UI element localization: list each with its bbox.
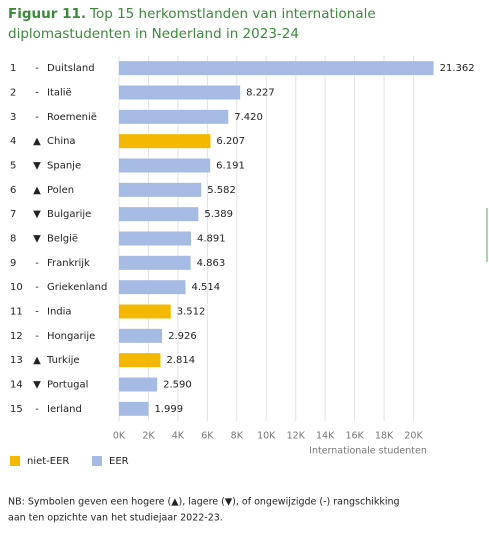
value-label: 3.512: [177, 307, 206, 318]
title-line: diplomastudenten in Nederland in 2023-24: [8, 26, 299, 42]
value-label: 1.999: [154, 404, 183, 415]
rank-label: 4: [10, 136, 16, 147]
trend-symbol: -: [35, 331, 39, 342]
legend-label: niet-EER: [27, 456, 69, 467]
rank-label: 7: [10, 209, 16, 220]
rank-label: 13: [10, 355, 23, 366]
trend-symbol: -: [35, 258, 39, 269]
legend-swatch: [92, 456, 102, 466]
rank-label: 15: [10, 404, 23, 415]
rank-label: 12: [10, 331, 23, 342]
trend-symbol: ▼: [33, 234, 41, 245]
trend-symbol: -: [35, 88, 39, 99]
trend-symbol: -: [35, 307, 39, 318]
bar: [119, 207, 199, 222]
y-tick-label: Frankrijk: [47, 258, 90, 269]
x-tick-label: 18K: [375, 431, 394, 442]
bar: [119, 85, 241, 100]
y-tick-label: Italië: [47, 88, 72, 99]
title-line: Top 15 herkomstlanden van internationale: [89, 6, 376, 22]
y-tick-label: Hongarije: [47, 331, 95, 342]
rank-label: 6: [10, 185, 16, 196]
rank-label: 8: [10, 234, 16, 245]
rank-label: 9: [10, 258, 16, 269]
x-tick-label: 14K: [316, 431, 335, 442]
value-label: 7.420: [234, 112, 263, 123]
trend-symbol: ▼: [33, 209, 41, 220]
value-label: 4.863: [197, 258, 226, 269]
bar: [119, 134, 211, 149]
y-tick-label: Duitsland: [47, 63, 95, 74]
bar: [119, 304, 171, 319]
x-tick-label: 0K: [113, 431, 126, 442]
x-tick-label: 6K: [201, 431, 214, 442]
bar: [119, 353, 161, 368]
trend-symbol: -: [35, 112, 39, 123]
x-tick-label: 16K: [345, 431, 364, 442]
bar: [119, 255, 191, 270]
y-tick-label: Portugal: [47, 380, 88, 391]
value-label: 21.362: [440, 63, 475, 74]
bar: [119, 158, 211, 173]
value-label: 2.926: [168, 331, 197, 342]
value-label: 6.207: [216, 136, 245, 147]
note: NB: Symbolen geven een hogere (▲), lager…: [8, 497, 400, 508]
y-tick-label: Bulgarije: [47, 209, 91, 220]
value-label: 8.227: [246, 88, 275, 99]
y-tick-label: India: [47, 307, 72, 318]
x-tick-label: 20K: [404, 431, 423, 442]
value-label: 5.582: [207, 185, 236, 196]
bar: [119, 377, 158, 392]
value-label: 5.389: [204, 209, 233, 220]
legend-swatch: [10, 456, 20, 466]
trend-symbol: ▼: [33, 161, 41, 172]
x-tick-label: 2K: [142, 431, 155, 442]
value-label: 2.590: [163, 380, 192, 391]
trend-symbol: ▼: [33, 380, 41, 391]
y-tick-label: China: [47, 136, 76, 147]
value-label: 4.514: [191, 282, 220, 293]
value-label: 4.891: [197, 234, 226, 245]
value-label: 2.814: [166, 355, 195, 366]
note: aan ten opzichte van het studiejaar 2022…: [8, 513, 223, 524]
x-tick-label: 4K: [172, 431, 185, 442]
trend-symbol: -: [35, 404, 39, 415]
legend-label: EER: [109, 456, 129, 467]
trend-symbol: -: [35, 282, 39, 293]
rank-label: 14: [10, 380, 23, 391]
bar: [119, 328, 163, 343]
chart-title: Figuur 11. Top 15 herkomstlanden van inte…: [8, 6, 376, 22]
y-tick-label: België: [47, 234, 78, 245]
x-axis-label: Internationale studenten: [309, 446, 427, 457]
trend-symbol: ▲: [33, 185, 41, 196]
bar: [119, 231, 192, 246]
rank-label: 5: [10, 161, 16, 172]
trend-symbol: -: [35, 63, 39, 74]
x-tick-label: 8K: [231, 431, 244, 442]
title-label: Figuur 11.: [8, 6, 86, 22]
bar: [119, 280, 186, 295]
bar: [119, 401, 149, 416]
rank-label: 1: [10, 63, 16, 74]
rank-label: 2: [10, 88, 16, 99]
x-tick-label: 12K: [287, 431, 306, 442]
rank-label: 3: [10, 112, 16, 123]
x-tick-label: 10K: [257, 431, 276, 442]
rank-label: 10: [10, 282, 23, 293]
y-tick-label: Griekenland: [47, 282, 107, 293]
y-tick-label: Polen: [47, 185, 74, 196]
y-tick-label: Roemenië: [47, 112, 97, 123]
trend-symbol: ▲: [33, 355, 41, 366]
y-tick-label: Ierland: [47, 404, 82, 415]
bar: [119, 109, 229, 124]
y-tick-label: Turkije: [46, 355, 80, 366]
y-tick-label: Spanje: [47, 161, 81, 172]
rank-label: 11: [10, 307, 23, 318]
bar: [119, 182, 202, 197]
bar: [119, 61, 434, 76]
value-label: 6.191: [216, 161, 245, 172]
trend-symbol: ▲: [33, 136, 41, 147]
